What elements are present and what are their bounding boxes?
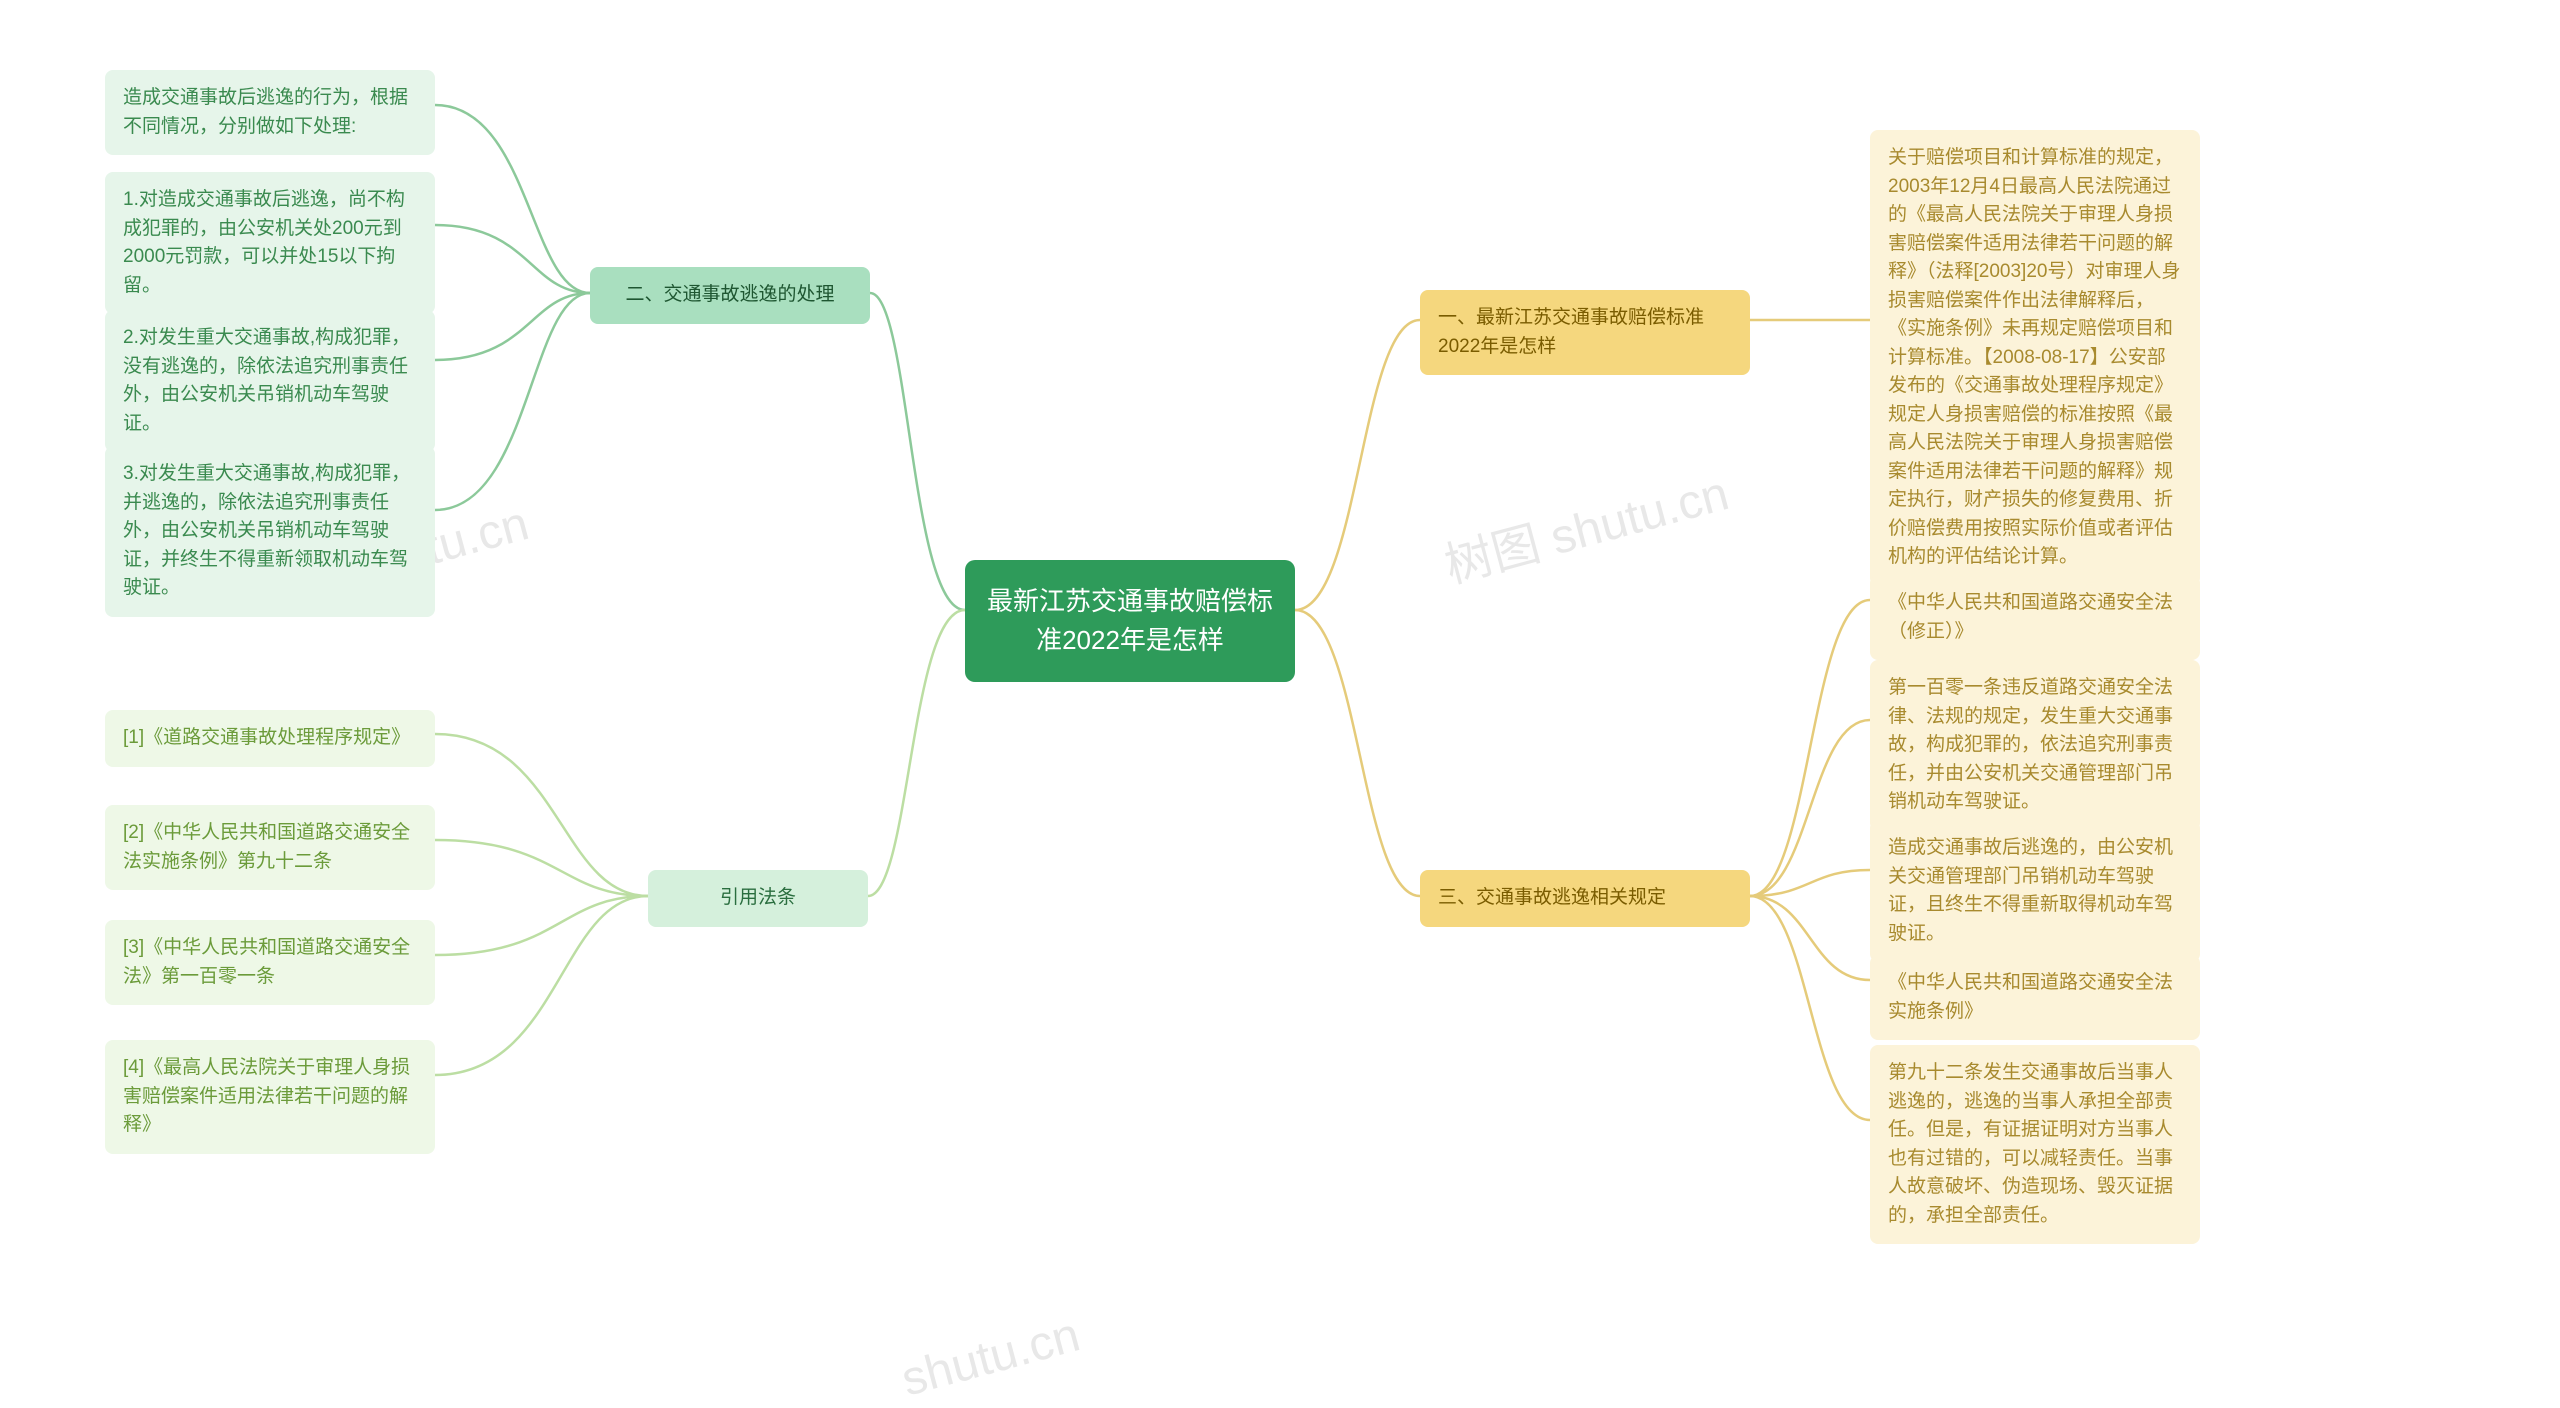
leaf[interactable]: 2.对发生重大交通事故,构成犯罪，没有逃逸的，除依法追究刑事责任外，由公安机关吊… — [105, 310, 435, 452]
leaf[interactable]: [4]《最高人民法院关于审理人身损害赔偿案件适用法律若干问题的解释》 — [105, 1040, 435, 1154]
leaf[interactable]: 3.对发生重大交通事故,构成犯罪，并逃逸的，除依法追究刑事责任外，由公安机关吊销… — [105, 446, 435, 617]
leaf[interactable]: 第九十二条发生交通事故后当事人逃逸的，逃逸的当事人承担全部责任。但是，有证据证明… — [1870, 1045, 2200, 1244]
branch-right-1[interactable]: 一、最新江苏交通事故赔偿标准2022年是怎样 — [1420, 290, 1750, 375]
leaf[interactable]: 关于赔偿项目和计算标准的规定，2003年12月4日最高人民法院通过的《最高人民法… — [1870, 130, 2200, 586]
watermark: 树图 shutu.cn — [1436, 454, 1735, 597]
leaf[interactable]: 造成交通事故后逃逸的，由公安机关交通管理部门吊销机动车驾驶证，且终生不得重新取得… — [1870, 820, 2200, 962]
center-node[interactable]: 最新江苏交通事故赔偿标准2022年是怎样 — [965, 560, 1295, 682]
leaf[interactable]: 1.对造成交通事故后逃逸，尚不构成犯罪的，由公安机关处200元到2000元罚款，… — [105, 172, 435, 314]
leaf[interactable]: [1]《道路交通事故处理程序规定》 — [105, 710, 435, 767]
leaf[interactable]: 第一百零一条违反道路交通安全法律、法规的规定，发生重大交通事故，构成犯罪的，依法… — [1870, 660, 2200, 831]
leaf[interactable]: [3]《中华人民共和国道路交通安全法》第一百零一条 — [105, 920, 435, 1005]
leaf[interactable]: [2]《中华人民共和国道路交通安全法实施条例》第九十二条 — [105, 805, 435, 890]
branch-left-2[interactable]: 引用法条 — [648, 870, 868, 927]
branch-right-2[interactable]: 三、交通事故逃逸相关规定 — [1420, 870, 1750, 927]
branch-left-1[interactable]: 二、交通事故逃逸的处理 — [590, 267, 870, 324]
leaf[interactable]: 《中华人民共和国道路交通安全法（修正）》 — [1870, 575, 2200, 660]
leaf[interactable]: 造成交通事故后逃逸的行为，根据不同情况，分别做如下处理: — [105, 70, 435, 155]
leaf[interactable]: 《中华人民共和国道路交通安全法实施条例》 — [1870, 955, 2200, 1040]
